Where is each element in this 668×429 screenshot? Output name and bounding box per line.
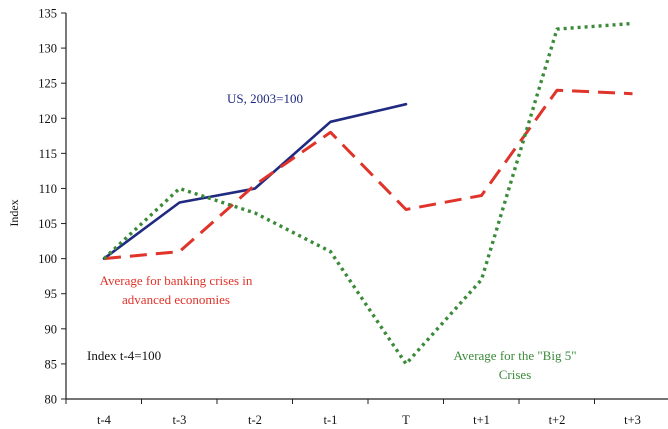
y-axis-ticks: 80 85 90 95 100 105 110 115 120 125 130 135 — [38, 7, 66, 407]
y-tick-label: 130 — [38, 42, 57, 56]
annotation-index-note: Index t-4=100 — [87, 348, 161, 363]
y-tick-label: 115 — [39, 147, 57, 161]
x-tick-label: t-4 — [97, 413, 112, 427]
annotation-us: US, 2003=100 — [227, 91, 303, 106]
y-axis-title: Index — [7, 199, 21, 226]
y-tick-label: 90 — [45, 322, 58, 336]
annotation-line: Index t-4=100 — [87, 348, 161, 363]
annotation-line: advanced economies — [122, 292, 230, 307]
x-tick-label: T — [402, 413, 410, 427]
y-tick-label: 120 — [38, 112, 57, 126]
x-tick-label: t-3 — [173, 413, 187, 427]
annotation-banking: Average for banking crises in advanced ec… — [100, 273, 253, 307]
x-tick-label: t+2 — [549, 413, 566, 427]
y-tick-label: 100 — [38, 252, 57, 266]
y-tick-label: 105 — [38, 217, 57, 231]
y-tick-label: 95 — [45, 287, 58, 301]
annotation-line: US, 2003=100 — [227, 91, 303, 106]
y-tick-label: 80 — [45, 393, 58, 407]
y-tick-label: 135 — [38, 7, 57, 21]
x-tick-label: t+3 — [624, 413, 641, 427]
axes — [65, 13, 668, 400]
series-line-average-for-banking-crises-in-advanced-economies — [103, 88, 633, 261]
annotations: US, 2003=100 Average for banking crises i… — [87, 91, 577, 382]
y-tick-label: 125 — [38, 77, 57, 91]
x-tick-label: t-1 — [324, 413, 338, 427]
annotation-line: Average for banking crises in — [100, 273, 253, 288]
x-tick-label: t+1 — [473, 413, 490, 427]
x-tick-label: t-2 — [248, 413, 262, 427]
annotation-line: Average for the "Big 5" — [454, 348, 577, 363]
y-tick-label: 110 — [39, 182, 57, 196]
annotation-line: Crises — [499, 367, 532, 382]
annotation-big5: Average for the "Big 5" Crises — [454, 348, 577, 382]
y-tick-label: 85 — [45, 357, 58, 371]
series-line-average-for-the-big-5-crises — [102, 21, 633, 366]
series-lines — [102, 21, 633, 366]
series-line-us-2003-100 — [102, 102, 408, 260]
